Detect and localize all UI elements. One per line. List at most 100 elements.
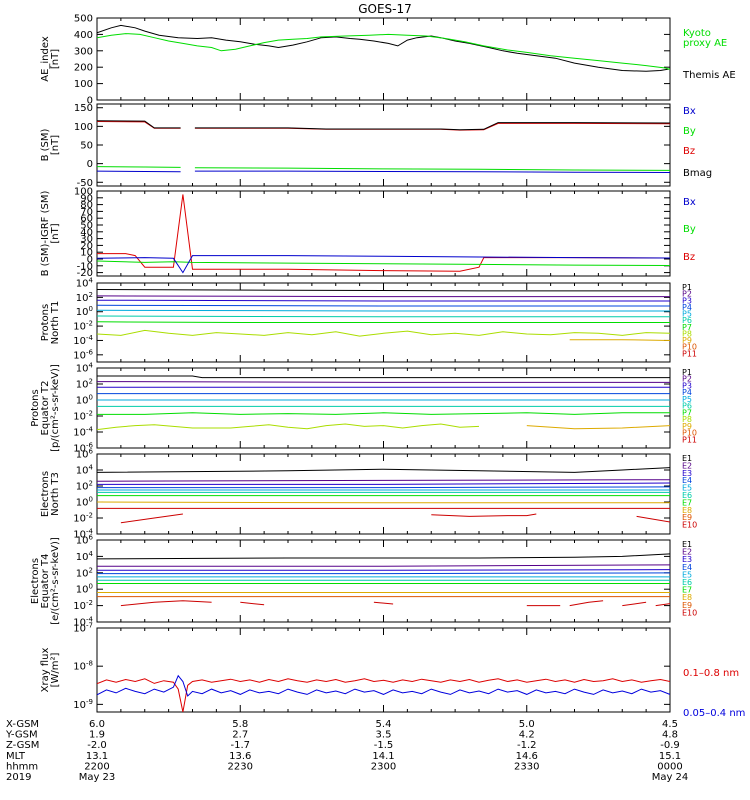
legend-entry: E6 xyxy=(682,491,692,500)
series-e10c xyxy=(636,515,670,523)
legend-entry: P9 xyxy=(682,336,692,345)
legend: Bx By Bz xyxy=(683,197,696,263)
legend-entry: E7 xyxy=(682,498,692,507)
series-by xyxy=(194,167,670,171)
footer-row-label: Y-GSM xyxy=(5,730,38,741)
series-p1 xyxy=(97,289,670,292)
y-tick-label: 200 xyxy=(74,63,93,74)
y-tick-label: 102 xyxy=(76,566,93,579)
y-tick-label: 10-6 xyxy=(73,348,93,361)
y-tick-label: 10-7 xyxy=(73,622,93,635)
y-axis-label: North T1 xyxy=(50,301,61,345)
y-axis-label: B (SM)-IGRF (SM) xyxy=(40,191,51,277)
y-tick-label: 102 xyxy=(76,291,93,304)
y-tick-label: 400 xyxy=(74,30,93,41)
footer-value: 5.8 xyxy=(232,719,248,730)
series-p8 xyxy=(97,329,670,337)
y-tick-label: 150 xyxy=(74,103,93,114)
y-tick-label: 100 xyxy=(76,583,93,596)
series-bz xyxy=(97,194,670,272)
y-tick-label: 40 xyxy=(80,227,93,238)
series-e10 xyxy=(120,513,183,524)
legend-entry: P10 xyxy=(682,429,697,438)
legend-entry: P7 xyxy=(682,323,692,332)
legend-entry: E8 xyxy=(682,593,692,602)
y-tick-label: 10 xyxy=(80,248,93,259)
series-e10b xyxy=(431,513,537,517)
y-axis-label: Electrons xyxy=(30,558,41,604)
series-e1 xyxy=(97,553,670,560)
series-bx xyxy=(194,170,670,173)
series-e10g xyxy=(655,603,670,607)
footer-value: 2.7 xyxy=(232,730,248,741)
series-e4 xyxy=(97,486,670,489)
footer-value: 1.9 xyxy=(89,730,105,741)
panel-frame xyxy=(96,103,671,187)
series-p2 xyxy=(97,381,670,383)
footer-row-label: X-GSM xyxy=(6,719,39,730)
legend-entry: P5 xyxy=(682,395,692,404)
legend-entry: P6 xyxy=(682,316,692,325)
footer-value: 4.5 xyxy=(662,719,678,730)
series-themis-ae xyxy=(97,24,670,72)
series-bmag xyxy=(194,122,670,131)
series-kyoto-proxy-ae xyxy=(97,33,670,70)
legend-entry: E5 xyxy=(682,484,692,493)
series-by xyxy=(97,260,670,267)
panel-frame xyxy=(96,627,671,713)
y-tick-label: 100 xyxy=(74,79,93,90)
footer-value: 2200 xyxy=(84,761,109,772)
y-tick-label: -50 xyxy=(77,178,93,189)
y-tick-label: 50 xyxy=(80,141,93,152)
y-axis-label: [nT] xyxy=(50,49,61,69)
legend-entry: Themis AE xyxy=(682,70,736,81)
y-tick-label: 102 xyxy=(76,480,93,493)
legend-entry: By xyxy=(683,126,696,137)
y-tick-label: 104 xyxy=(76,550,94,563)
series-p9 xyxy=(526,425,670,430)
y-tick-label: 60 xyxy=(80,214,93,225)
legend-entry: E9 xyxy=(682,513,692,522)
footer-value: 2330 xyxy=(514,761,539,772)
y-tick-label: 104 xyxy=(76,362,94,375)
footer-value: 0000 xyxy=(657,761,682,772)
series-p1 xyxy=(97,375,670,379)
legend-entry: Kyoto xyxy=(683,28,711,39)
legend-entry: By xyxy=(683,224,696,235)
y-tick-label: 90 xyxy=(80,193,93,204)
legend-entry: E4 xyxy=(682,476,692,485)
legend-entry: E5 xyxy=(682,570,692,579)
series-e10f xyxy=(622,601,647,607)
y-axis-label: Protons xyxy=(40,304,51,341)
series-e10 xyxy=(120,600,212,607)
y-tick-label: -10 xyxy=(77,261,93,272)
legend-entry: P6 xyxy=(682,402,692,411)
legend-entry: E2 xyxy=(682,548,692,557)
y-tick-label: 10-2 xyxy=(73,410,93,423)
y-axis-label: Equator T2 xyxy=(40,381,51,436)
footer-value: 14.6 xyxy=(516,751,538,762)
series-p6 xyxy=(97,315,670,318)
footer-row-label: 2019 xyxy=(6,772,31,783)
series-0-05-0-4-nm xyxy=(97,674,670,697)
y-tick-label: 106 xyxy=(76,448,94,461)
panel-b_sm: -50 0 50 100 150 B (SM) [nT] Bx By Bz Bmag xyxy=(40,103,712,189)
y-tick-label: 10-2 xyxy=(73,599,93,612)
legend-entry: P3 xyxy=(682,381,692,390)
legend-entry: P2 xyxy=(682,375,692,384)
footer-value: -0.9 xyxy=(660,740,680,751)
y-tick-label: 10-8 xyxy=(73,660,93,673)
legend-entry: P11 xyxy=(682,435,697,444)
y-axis-label: Xray flux xyxy=(40,648,51,693)
y-tick-label: -20 xyxy=(77,268,93,279)
footer-value: May 23 xyxy=(79,772,116,783)
footer-row-label: MLT xyxy=(6,751,26,762)
footer-value: 5.4 xyxy=(376,719,392,730)
legend-entry: P10 xyxy=(682,343,697,352)
